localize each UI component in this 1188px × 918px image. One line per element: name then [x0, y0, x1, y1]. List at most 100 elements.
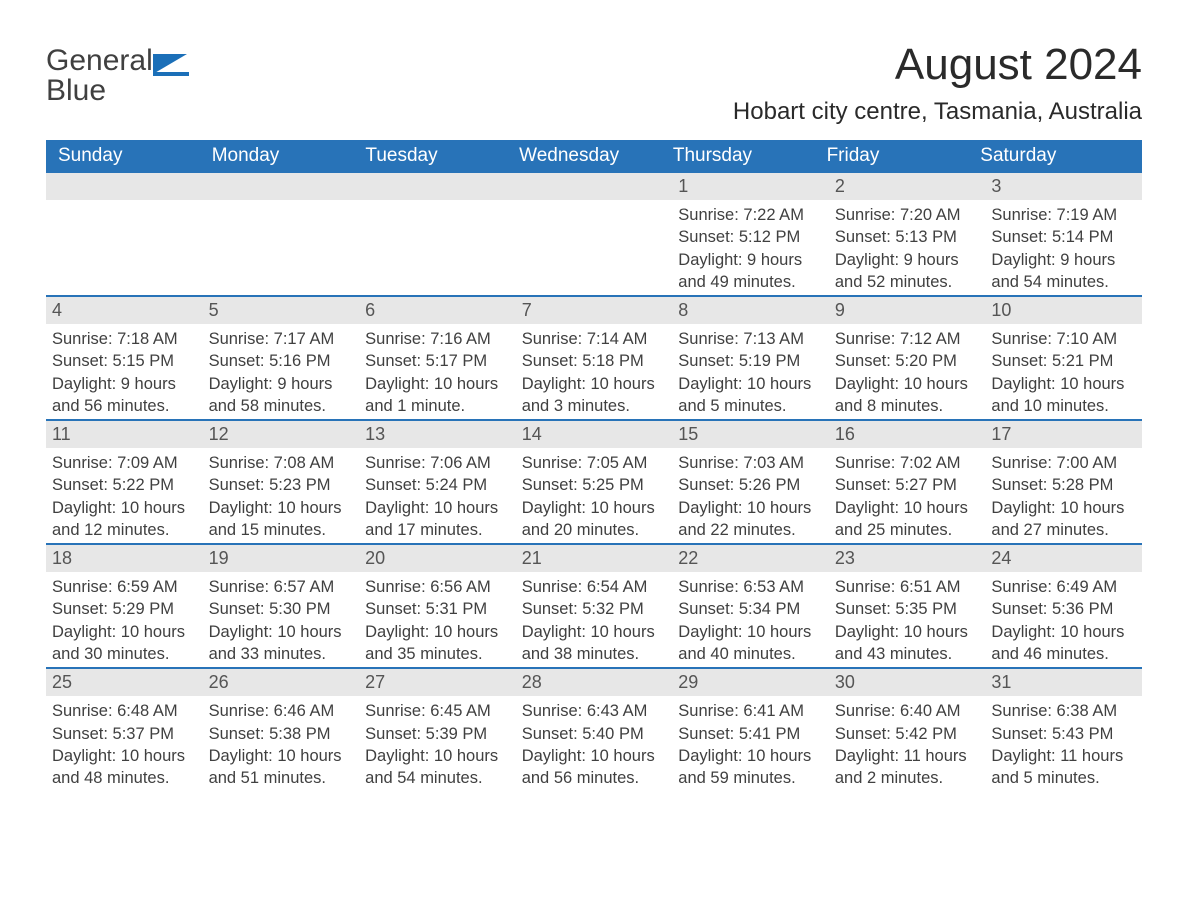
daylight-text: Daylight: 9 hours and 52 minutes.	[835, 249, 980, 294]
sunset-text: Sunset: 5:34 PM	[678, 598, 823, 620]
daylight-text: Daylight: 10 hours and 33 minutes.	[209, 621, 354, 666]
calendar-week: 25Sunrise: 6:48 AMSunset: 5:37 PMDayligh…	[46, 667, 1142, 791]
sunset-text: Sunset: 5:32 PM	[522, 598, 667, 620]
date-number: 22	[672, 545, 829, 572]
cell-body: Sunrise: 7:19 AMSunset: 5:14 PMDaylight:…	[985, 200, 1142, 295]
sunrise-text: Sunrise: 7:02 AM	[835, 452, 980, 474]
date-number	[516, 173, 673, 200]
sunrise-text: Sunrise: 7:18 AM	[52, 328, 197, 350]
daylight-text: Daylight: 10 hours and 56 minutes.	[522, 745, 667, 790]
calendar-cell: 5Sunrise: 7:17 AMSunset: 5:16 PMDaylight…	[203, 297, 360, 419]
sunrise-text: Sunrise: 6:43 AM	[522, 700, 667, 722]
logo-text-wrap: General Blue	[46, 46, 189, 106]
sunrise-text: Sunrise: 6:41 AM	[678, 700, 823, 722]
daylight-text: Daylight: 10 hours and 1 minute.	[365, 373, 510, 418]
sunset-text: Sunset: 5:20 PM	[835, 350, 980, 372]
sunset-text: Sunset: 5:18 PM	[522, 350, 667, 372]
sunset-text: Sunset: 5:24 PM	[365, 474, 510, 496]
calendar-cell: 17Sunrise: 7:00 AMSunset: 5:28 PMDayligh…	[985, 421, 1142, 543]
calendar-cell: 22Sunrise: 6:53 AMSunset: 5:34 PMDayligh…	[672, 545, 829, 667]
calendar-cell	[359, 173, 516, 295]
cell-body: Sunrise: 7:00 AMSunset: 5:28 PMDaylight:…	[985, 448, 1142, 543]
sunrise-text: Sunrise: 7:05 AM	[522, 452, 667, 474]
calendar-cell: 3Sunrise: 7:19 AMSunset: 5:14 PMDaylight…	[985, 173, 1142, 295]
flag-icon	[153, 52, 189, 76]
date-number: 29	[672, 669, 829, 696]
weekday-header: Sunday Monday Tuesday Wednesday Thursday…	[46, 140, 1142, 173]
date-number	[46, 173, 203, 200]
header: General Blue August 2024 Hobart city cen…	[46, 40, 1142, 126]
sunset-text: Sunset: 5:43 PM	[991, 723, 1136, 745]
calendar-cell: 7Sunrise: 7:14 AMSunset: 5:18 PMDaylight…	[516, 297, 673, 419]
calendar-week: 4Sunrise: 7:18 AMSunset: 5:15 PMDaylight…	[46, 295, 1142, 419]
daylight-text: Daylight: 10 hours and 10 minutes.	[991, 373, 1136, 418]
sunrise-text: Sunrise: 7:12 AM	[835, 328, 980, 350]
cell-body: Sunrise: 7:18 AMSunset: 5:15 PMDaylight:…	[46, 324, 203, 419]
month-title: August 2024	[733, 40, 1142, 90]
calendar-week: 11Sunrise: 7:09 AMSunset: 5:22 PMDayligh…	[46, 419, 1142, 543]
cell-body: Sunrise: 6:46 AMSunset: 5:38 PMDaylight:…	[203, 696, 360, 791]
sunset-text: Sunset: 5:40 PM	[522, 723, 667, 745]
daylight-text: Daylight: 10 hours and 8 minutes.	[835, 373, 980, 418]
calendar-cell: 13Sunrise: 7:06 AMSunset: 5:24 PMDayligh…	[359, 421, 516, 543]
date-number: 10	[985, 297, 1142, 324]
sunrise-text: Sunrise: 6:56 AM	[365, 576, 510, 598]
date-number: 2	[829, 173, 986, 200]
date-number: 11	[46, 421, 203, 448]
calendar-cell: 14Sunrise: 7:05 AMSunset: 5:25 PMDayligh…	[516, 421, 673, 543]
sunset-text: Sunset: 5:37 PM	[52, 723, 197, 745]
calendar-week: 18Sunrise: 6:59 AMSunset: 5:29 PMDayligh…	[46, 543, 1142, 667]
cell-body: Sunrise: 6:45 AMSunset: 5:39 PMDaylight:…	[359, 696, 516, 791]
daylight-text: Daylight: 10 hours and 27 minutes.	[991, 497, 1136, 542]
sunrise-text: Sunrise: 7:19 AM	[991, 204, 1136, 226]
calendar-cell: 31Sunrise: 6:38 AMSunset: 5:43 PMDayligh…	[985, 669, 1142, 791]
date-number: 18	[46, 545, 203, 572]
daylight-text: Daylight: 10 hours and 5 minutes.	[678, 373, 823, 418]
sunset-text: Sunset: 5:14 PM	[991, 226, 1136, 248]
date-number: 8	[672, 297, 829, 324]
daylight-text: Daylight: 10 hours and 25 minutes.	[835, 497, 980, 542]
calendar-cell: 16Sunrise: 7:02 AMSunset: 5:27 PMDayligh…	[829, 421, 986, 543]
cell-body: Sunrise: 6:48 AMSunset: 5:37 PMDaylight:…	[46, 696, 203, 791]
date-number: 27	[359, 669, 516, 696]
daylight-text: Daylight: 10 hours and 46 minutes.	[991, 621, 1136, 666]
calendar-cell: 19Sunrise: 6:57 AMSunset: 5:30 PMDayligh…	[203, 545, 360, 667]
cell-body: Sunrise: 7:02 AMSunset: 5:27 PMDaylight:…	[829, 448, 986, 543]
weekday-label: Friday	[825, 145, 979, 167]
daylight-text: Daylight: 10 hours and 38 minutes.	[522, 621, 667, 666]
date-number: 28	[516, 669, 673, 696]
sunrise-text: Sunrise: 7:08 AM	[209, 452, 354, 474]
sunset-text: Sunset: 5:30 PM	[209, 598, 354, 620]
sunset-text: Sunset: 5:19 PM	[678, 350, 823, 372]
calendar-cell	[46, 173, 203, 295]
daylight-text: Daylight: 10 hours and 12 minutes.	[52, 497, 197, 542]
sunset-text: Sunset: 5:39 PM	[365, 723, 510, 745]
sunset-text: Sunset: 5:31 PM	[365, 598, 510, 620]
daylight-text: Daylight: 11 hours and 5 minutes.	[991, 745, 1136, 790]
calendar-cell: 1Sunrise: 7:22 AMSunset: 5:12 PMDaylight…	[672, 173, 829, 295]
sunrise-text: Sunrise: 7:13 AM	[678, 328, 823, 350]
sunrise-text: Sunrise: 7:09 AM	[52, 452, 197, 474]
date-number: 30	[829, 669, 986, 696]
sunrise-text: Sunrise: 6:38 AM	[991, 700, 1136, 722]
cell-body: Sunrise: 6:41 AMSunset: 5:41 PMDaylight:…	[672, 696, 829, 791]
sunrise-text: Sunrise: 6:49 AM	[991, 576, 1136, 598]
sunset-text: Sunset: 5:35 PM	[835, 598, 980, 620]
sunrise-text: Sunrise: 7:14 AM	[522, 328, 667, 350]
sunset-text: Sunset: 5:22 PM	[52, 474, 197, 496]
date-number: 3	[985, 173, 1142, 200]
calendar-cell: 12Sunrise: 7:08 AMSunset: 5:23 PMDayligh…	[203, 421, 360, 543]
date-number: 12	[203, 421, 360, 448]
sunrise-text: Sunrise: 7:10 AM	[991, 328, 1136, 350]
date-number: 13	[359, 421, 516, 448]
daylight-text: Daylight: 10 hours and 43 minutes.	[835, 621, 980, 666]
calendar-cell: 2Sunrise: 7:20 AMSunset: 5:13 PMDaylight…	[829, 173, 986, 295]
date-number: 14	[516, 421, 673, 448]
date-number: 23	[829, 545, 986, 572]
cell-body: Sunrise: 6:54 AMSunset: 5:32 PMDaylight:…	[516, 572, 673, 667]
cell-body: Sunrise: 7:22 AMSunset: 5:12 PMDaylight:…	[672, 200, 829, 295]
calendar-week: 1Sunrise: 7:22 AMSunset: 5:12 PMDaylight…	[46, 173, 1142, 295]
cell-body: Sunrise: 7:03 AMSunset: 5:26 PMDaylight:…	[672, 448, 829, 543]
location-subtitle: Hobart city centre, Tasmania, Australia	[733, 98, 1142, 126]
calendar-cell: 23Sunrise: 6:51 AMSunset: 5:35 PMDayligh…	[829, 545, 986, 667]
